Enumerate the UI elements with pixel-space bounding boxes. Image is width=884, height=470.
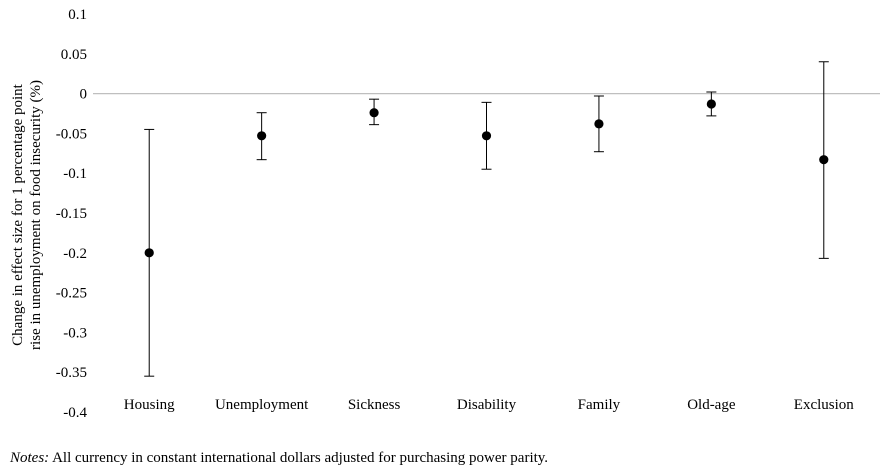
y-tick-label: 0 [80,87,88,103]
data-point [369,108,379,118]
y-tick-label: -0.35 [56,365,87,381]
error-bars [144,61,829,377]
data-point [819,155,829,165]
x-tick-label: Old-age [687,397,736,413]
y-tick-label: -0.4 [63,405,87,421]
y-tick-label: -0.25 [56,286,87,302]
y-axis-ticks: 0.1 0.05 0 -0.05 -0.1 -0.15 -0.2 -0.25 -0.3 -0.35… [56,7,88,421]
x-tick-label: Disability [457,397,517,413]
chart: Change in effect size for 1 percentage p… [10,7,880,421]
x-axis-labels: Housing Unemployment Sickness Disability Fam… [124,397,854,413]
notes-label: Notes: [10,450,50,466]
data-point [481,131,492,141]
x-tick-label: Unemployment [215,397,309,413]
y-tick-label: 0.05 [61,47,87,63]
y-tick-label: -0.05 [56,126,87,142]
x-tick-label: Family [578,397,621,413]
y-tick-label: -0.1 [63,166,87,182]
y-tick-label: -0.2 [63,246,87,262]
y-axis-title-line: Change in effect size for 1 percentage p… [10,83,26,346]
data-point [144,248,154,258]
data-point [257,131,267,141]
y-tick-label: -0.3 [63,325,87,341]
x-tick-label: Housing [124,397,175,413]
y-axis-title: Change in effect size for 1 percentage p… [10,80,44,350]
x-tick-label: Sickness [348,397,401,413]
y-tick-label: -0.15 [56,206,87,222]
notes-text: All currency in constant international d… [49,450,549,466]
data-point [594,119,604,129]
data-point [706,99,716,109]
notes: Notes: All currency in constant internat… [10,449,548,467]
x-tick-label: Exclusion [794,397,854,413]
data-points [144,99,829,258]
y-axis-title-line: rise in unemployment on food insecurity … [28,80,44,350]
y-tick-label: 0.1 [68,7,87,23]
